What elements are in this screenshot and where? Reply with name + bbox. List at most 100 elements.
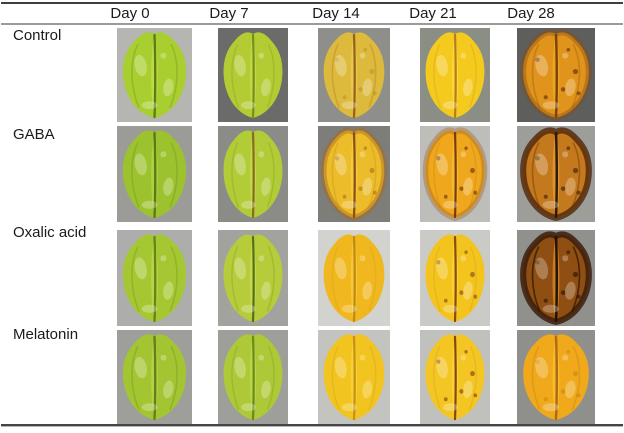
fruit-side-ridges xyxy=(433,44,477,108)
starfruit-image xyxy=(420,126,490,222)
starfruit-image xyxy=(517,28,595,122)
glare-highlights xyxy=(535,151,576,209)
fruit-crease-line xyxy=(453,131,457,219)
glare-highlights xyxy=(134,255,174,313)
starfruit-image xyxy=(318,126,390,222)
fruit-photo xyxy=(117,28,192,122)
fruit-side-ridges xyxy=(531,44,581,108)
fruit-photo xyxy=(517,126,595,222)
fruit-photo xyxy=(117,330,192,424)
glare-highlights xyxy=(334,52,373,110)
fruit-side-ridges xyxy=(331,44,377,108)
glare-highlights xyxy=(436,354,473,412)
fruit-photo xyxy=(420,28,490,122)
glare-highlights xyxy=(535,255,576,313)
fruit-photo xyxy=(117,230,192,326)
starfruit-image xyxy=(420,230,490,326)
row-label-oxalic-acid: Oxalic acid xyxy=(13,224,87,241)
fruit-side-ridges xyxy=(231,142,275,208)
fruit-crease-line xyxy=(554,33,559,119)
fruit-photo xyxy=(117,126,192,222)
glare-highlights xyxy=(234,151,271,209)
fruit-crease-line xyxy=(554,131,559,219)
column-header-day-21: Day 21 xyxy=(409,5,457,22)
starfruit-image xyxy=(517,230,595,326)
header-underline xyxy=(1,23,623,25)
fruit-side-ridges xyxy=(131,142,178,208)
starfruit-image xyxy=(517,330,595,424)
fruit-side-ridges xyxy=(131,44,178,108)
column-header-day-7: Day 7 xyxy=(209,5,249,22)
fruit-crease-line xyxy=(352,235,356,323)
fruit-photo xyxy=(318,28,390,122)
fruit-crease-line xyxy=(554,235,559,323)
fruit-crease-line xyxy=(153,335,157,421)
column-header-day-0: Day 0 xyxy=(110,5,150,22)
fruit-crease-line xyxy=(352,33,356,119)
starfruit-image xyxy=(318,330,390,424)
fruit-side-ridges xyxy=(231,346,275,410)
fruit-photo xyxy=(420,230,490,326)
starfruit-image xyxy=(117,230,192,326)
fruit-crease-line xyxy=(153,33,157,119)
fruit-blemish-spots xyxy=(535,349,581,402)
glare-highlights xyxy=(535,354,576,412)
fruit-blemish-spots xyxy=(535,146,581,199)
fruit-side-ridges xyxy=(331,142,377,208)
starfruit-image xyxy=(517,126,595,222)
glare-highlights xyxy=(134,151,174,209)
fruit-photo xyxy=(517,230,595,326)
starfruit-image xyxy=(218,28,288,122)
fruit-crease-line xyxy=(251,235,255,323)
fruit-photo xyxy=(318,330,390,424)
fruit-side-ridges xyxy=(531,246,581,312)
row-label-gaba: GABA xyxy=(13,126,55,143)
fruit-photo xyxy=(420,330,490,424)
glare-highlights xyxy=(134,52,174,110)
fruit-crease-line xyxy=(453,33,457,119)
fruit-side-ridges xyxy=(433,246,477,312)
fruit-crease-line xyxy=(352,131,356,219)
bottom-border-line xyxy=(1,424,623,427)
fruit-side-ridges xyxy=(531,142,581,208)
starfruit-image xyxy=(218,230,288,326)
fruit-photo xyxy=(318,126,390,222)
fruit-side-ridges xyxy=(231,246,275,312)
fruit-side-ridges xyxy=(231,44,275,108)
fruit-crease-line xyxy=(453,235,457,323)
starfruit-image xyxy=(218,126,288,222)
fruit-photo xyxy=(218,28,288,122)
fruit-crease-line xyxy=(352,335,356,421)
glare-highlights xyxy=(436,151,473,209)
glare-highlights xyxy=(234,255,271,313)
fruit-crease-line xyxy=(554,335,559,421)
fruit-crease-line xyxy=(251,33,255,119)
fruit-photo xyxy=(318,230,390,326)
glare-highlights xyxy=(134,354,174,412)
fruit-photo xyxy=(218,230,288,326)
fruit-crease-line xyxy=(153,131,157,219)
fruit-crease-line xyxy=(153,235,157,323)
fruit-side-ridges xyxy=(531,346,581,410)
fruit-side-ridges xyxy=(331,346,377,410)
fruit-side-ridges xyxy=(331,246,377,312)
fruit-blemish-spots xyxy=(436,146,478,199)
starfruit-image xyxy=(318,28,390,122)
fruit-photo xyxy=(517,28,595,122)
starfruit-image xyxy=(420,28,490,122)
glare-highlights xyxy=(535,52,576,110)
starfruit-image xyxy=(420,330,490,424)
glare-highlights xyxy=(334,151,373,209)
starfruit-image xyxy=(117,28,192,122)
fruit-side-ridges xyxy=(131,246,178,312)
fruit-side-ridges xyxy=(131,346,178,410)
fruit-blemish-spots xyxy=(535,47,581,100)
fruit-photo xyxy=(218,126,288,222)
fruit-side-ridges xyxy=(433,142,477,208)
fruit-photo xyxy=(517,330,595,424)
starfruit-image xyxy=(318,230,390,326)
fruit-photo xyxy=(420,126,490,222)
glare-highlights xyxy=(234,354,271,412)
